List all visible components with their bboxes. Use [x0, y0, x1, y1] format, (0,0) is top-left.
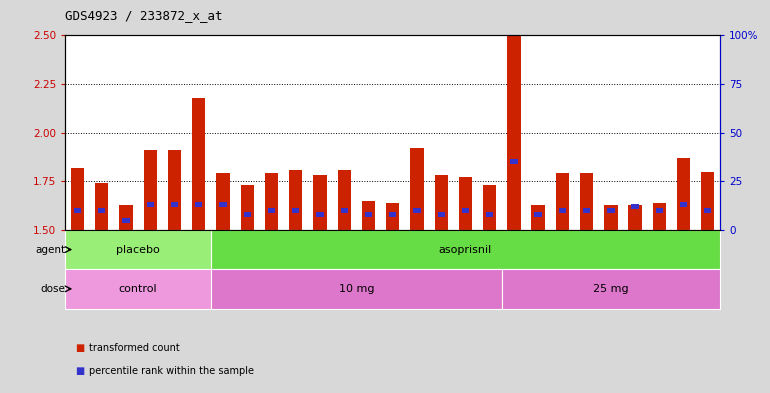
Bar [195, 202, 203, 207]
Bar [434, 175, 448, 230]
Text: agent: agent [35, 244, 65, 255]
Bar [559, 208, 566, 213]
Bar [65, 269, 211, 309]
Bar [211, 269, 502, 309]
Bar [119, 205, 132, 230]
Bar [216, 173, 229, 230]
Bar [289, 170, 303, 230]
Bar [71, 168, 84, 230]
Bar [98, 208, 105, 213]
Bar [604, 205, 618, 230]
Bar [316, 212, 323, 217]
Bar [502, 269, 720, 309]
Bar [631, 204, 639, 209]
Bar [701, 171, 715, 230]
Bar [146, 202, 154, 207]
Bar [362, 201, 375, 230]
Bar [656, 208, 663, 213]
Bar [365, 212, 372, 217]
Bar [580, 173, 594, 230]
Text: GDS4923 / 233872_x_at: GDS4923 / 233872_x_at [65, 9, 223, 22]
Bar [486, 212, 494, 217]
Bar [340, 208, 348, 213]
Bar [265, 173, 278, 230]
Text: placebo: placebo [116, 244, 160, 255]
Text: dose: dose [41, 284, 65, 294]
Bar [608, 208, 614, 213]
Bar [389, 212, 397, 217]
Text: 10 mg: 10 mg [339, 284, 374, 294]
Bar [292, 208, 300, 213]
Bar [211, 230, 720, 269]
Text: 25 mg: 25 mg [593, 284, 628, 294]
Bar [268, 208, 275, 213]
Bar [534, 212, 542, 217]
Bar [704, 208, 711, 213]
Bar [556, 173, 569, 230]
Text: asoprisnil: asoprisnil [439, 244, 492, 255]
Text: ■: ■ [75, 366, 84, 376]
Bar [192, 97, 206, 230]
Bar [653, 203, 666, 230]
Bar [483, 185, 497, 230]
Bar [531, 205, 545, 230]
Bar [413, 208, 420, 213]
Bar [677, 158, 690, 230]
Text: control: control [119, 284, 158, 294]
Bar [243, 212, 251, 217]
Bar [628, 205, 641, 230]
Bar [144, 150, 157, 230]
Bar [511, 160, 517, 164]
Bar [65, 230, 211, 269]
Bar [386, 203, 400, 230]
Bar [410, 148, 424, 230]
Bar [337, 170, 351, 230]
Bar [74, 208, 82, 213]
Bar [459, 177, 472, 230]
Bar [583, 208, 591, 213]
Bar [171, 202, 178, 207]
Text: ■: ■ [75, 343, 84, 353]
Text: percentile rank within the sample: percentile rank within the sample [89, 366, 253, 376]
Bar [507, 35, 521, 230]
Bar [168, 150, 181, 230]
Bar [462, 208, 469, 213]
Bar [219, 202, 226, 207]
Bar [95, 183, 109, 230]
Bar [437, 212, 445, 217]
Bar [313, 175, 326, 230]
Bar [240, 185, 254, 230]
Bar [680, 202, 688, 207]
Bar [122, 218, 129, 222]
Text: transformed count: transformed count [89, 343, 179, 353]
